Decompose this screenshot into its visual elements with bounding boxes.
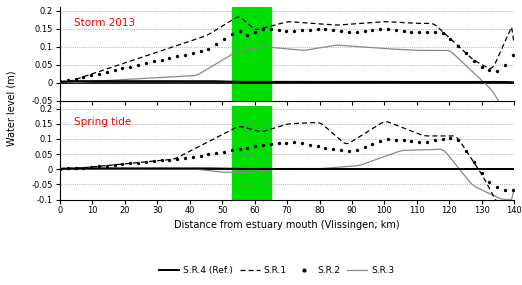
- X-axis label: Distance from estuary mouth (Vlissingen; km): Distance from estuary mouth (Vlissingen;…: [174, 220, 400, 230]
- Text: Water level (m): Water level (m): [6, 71, 17, 146]
- Text: Storm 2013: Storm 2013: [74, 19, 135, 29]
- Text: Spring tide: Spring tide: [74, 117, 131, 127]
- Bar: [232, 106, 271, 200]
- Bar: [232, 7, 271, 101]
- Legend: S.R.4 (Ref.), S.R.1, S.R.2, S.R.3: S.R.4 (Ref.), S.R.1, S.R.2, S.R.3: [156, 263, 398, 279]
